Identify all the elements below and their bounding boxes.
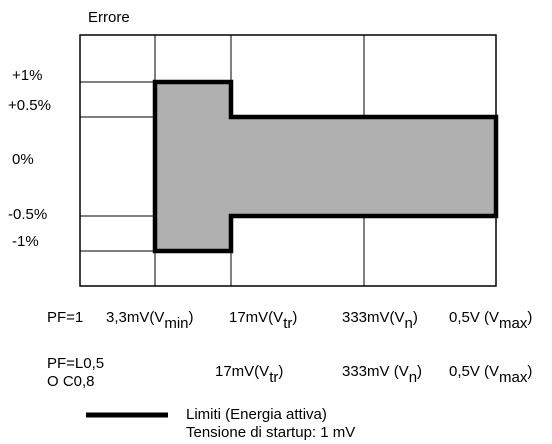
pf1-vmax: 0,5V (Vmax) xyxy=(449,309,532,332)
limits-region xyxy=(152,79,499,254)
pf05-vtr: 17mV(Vtr) xyxy=(215,363,283,386)
pf05-label-line1: PF=L0,5 xyxy=(47,355,104,372)
y-label-plus05: +0.5% xyxy=(8,97,51,114)
pf05-label-line2: O C0,8 xyxy=(47,373,95,390)
y-label-plus1: +1% xyxy=(12,67,42,84)
y-label-zero: 0% xyxy=(12,151,34,168)
legend-line1: Limiti (Energia attiva) xyxy=(186,406,327,423)
pf05-vn: 333mV (Vn) xyxy=(342,363,422,386)
y-label-minus05: -0.5% xyxy=(8,206,47,223)
pf1-vn: 333mV(Vn) xyxy=(342,309,418,332)
y-label-minus1: -1% xyxy=(12,233,39,250)
pf05-vmax: 0,5V (Vmax) xyxy=(449,363,532,386)
legend-line2: Tensione di startup: 1 mV xyxy=(186,424,355,441)
pf1-label: PF=1 xyxy=(47,309,83,326)
pf1-vmin: 3,3mV(Vmin) xyxy=(106,309,194,332)
diagram-title: Errore xyxy=(88,9,130,26)
pf1-vtr: 17mV(Vtr) xyxy=(229,309,297,332)
